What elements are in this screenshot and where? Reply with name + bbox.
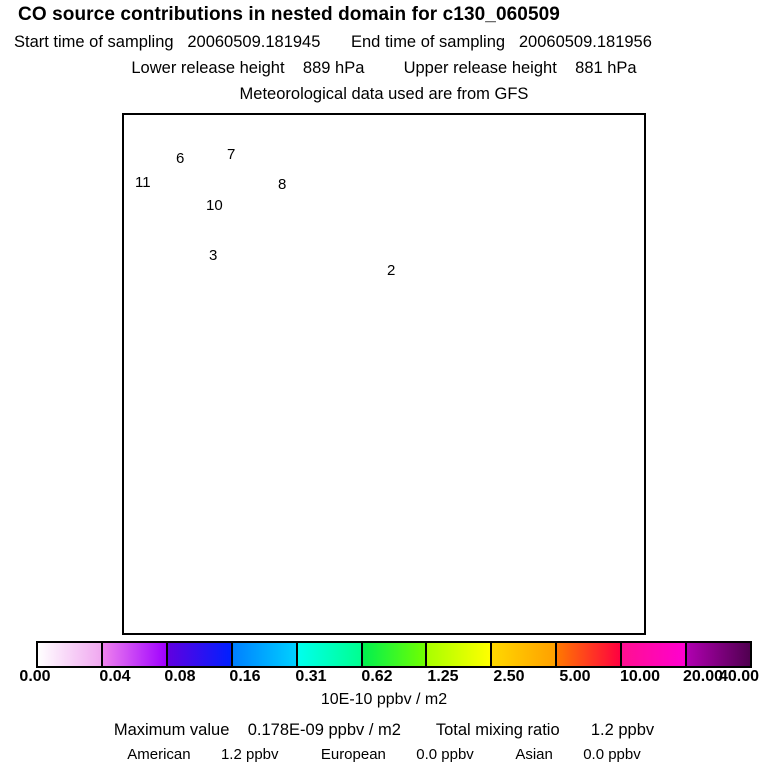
region-label-2: 2 [387, 262, 396, 279]
max-value-label: Maximum value [113, 721, 230, 739]
footer-summary-line: Maximum value 0.178E-09 ppbv / m2 Total … [0, 721, 768, 740]
map-panel[interactable]: 6 7 11 8 10 3 2 [122, 113, 646, 635]
header: CO source contributions in nested domain… [0, 0, 768, 105]
colorbar-segment [297, 643, 363, 666]
colorbar-tick: 0.04 [99, 668, 131, 685]
colorbar-segment [167, 643, 233, 666]
end-time-value: 20060509.181956 [518, 33, 652, 51]
colorbar-tick: 0.31 [295, 668, 327, 685]
colorbar-unit-label: 10E-10 ppbv / m2 [320, 691, 448, 708]
colorbar-tick: 40.00 [718, 668, 760, 685]
footer-contributions-line: American 1.2 ppbv European 0.0 ppbv Asia… [0, 746, 768, 763]
start-time-value: 20060509.181945 [187, 33, 321, 51]
colorbar[interactable] [36, 641, 752, 668]
asian-label: Asian [515, 746, 553, 763]
colorbar-tick: 5.00 [559, 668, 591, 685]
upper-release-value: 881 hPa [575, 59, 637, 77]
region-label-3: 3 [209, 247, 218, 264]
map-border [122, 113, 646, 635]
region-label-7: 7 [227, 146, 236, 163]
colorbar-tick: 1.25 [427, 668, 459, 685]
total-mixing-ratio-value: 1.2 ppbv [590, 721, 655, 739]
colorbar-segment [102, 643, 168, 666]
colorbar-tick-labels: 0.00 0.04 0.08 0.16 0.31 0.62 1.25 2.50 … [0, 668, 768, 688]
colorbar-tick: 0.00 [19, 668, 51, 685]
upper-release-label: Upper release height [403, 59, 557, 77]
region-label-10: 10 [206, 197, 223, 214]
region-label-8: 8 [278, 176, 287, 193]
colorbar-segment [232, 643, 298, 666]
total-mixing-ratio-label: Total mixing ratio [435, 721, 560, 739]
colorbar-tick: 0.62 [361, 668, 393, 685]
colorbar-segment [557, 643, 623, 666]
colorbar-segment [427, 643, 493, 666]
release-height-line: Lower release height 889 hPa Upper relea… [0, 59, 768, 78]
lower-release-value: 889 hPa [302, 59, 365, 77]
colorbar-tick: 0.08 [164, 668, 196, 685]
colorbar-tick: 10.00 [619, 668, 661, 685]
colorbar-segment [687, 643, 750, 666]
colorbar-segment [362, 643, 428, 666]
meteorology-line: Meteorological data used are from GFS [239, 85, 529, 103]
colorbar-tick: 2.50 [493, 668, 525, 685]
colorbar-segment [622, 643, 688, 666]
region-label-11: 11 [135, 174, 151, 191]
colorbar-tick: 0.16 [229, 668, 261, 685]
european-value: 0.0 ppbv [416, 746, 474, 763]
colorbar-scale [36, 641, 752, 668]
start-time-label: Start time of sampling [14, 33, 174, 51]
end-time-label: End time of sampling [351, 33, 506, 51]
page-title: CO source contributions in nested domain… [18, 4, 560, 25]
asian-value: 0.0 ppbv [583, 746, 641, 763]
colorbar-tick: 20.00 [682, 668, 724, 685]
american-value: 1.2 ppbv [220, 746, 279, 763]
european-label: European [320, 746, 386, 763]
colorbar-segment [492, 643, 558, 666]
sampling-time-line: Start time of sampling 20060509.181945 E… [14, 33, 652, 52]
lower-release-label: Lower release height [131, 59, 285, 77]
american-label: American [127, 746, 191, 763]
colorbar-segment [38, 643, 103, 666]
region-label-6: 6 [176, 150, 185, 167]
max-value-value: 0.178E-09 ppbv / m2 [247, 721, 401, 739]
